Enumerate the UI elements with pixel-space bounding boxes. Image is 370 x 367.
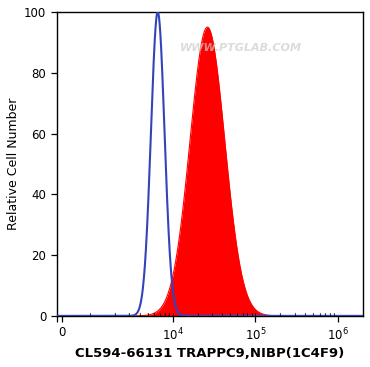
Text: WWW.PTGLAB.COM: WWW.PTGLAB.COM	[179, 43, 302, 54]
X-axis label: CL594-66131 TRAPPC9,NIBP(1C4F9): CL594-66131 TRAPPC9,NIBP(1C4F9)	[75, 347, 344, 360]
Y-axis label: Relative Cell Number: Relative Cell Number	[7, 98, 20, 230]
